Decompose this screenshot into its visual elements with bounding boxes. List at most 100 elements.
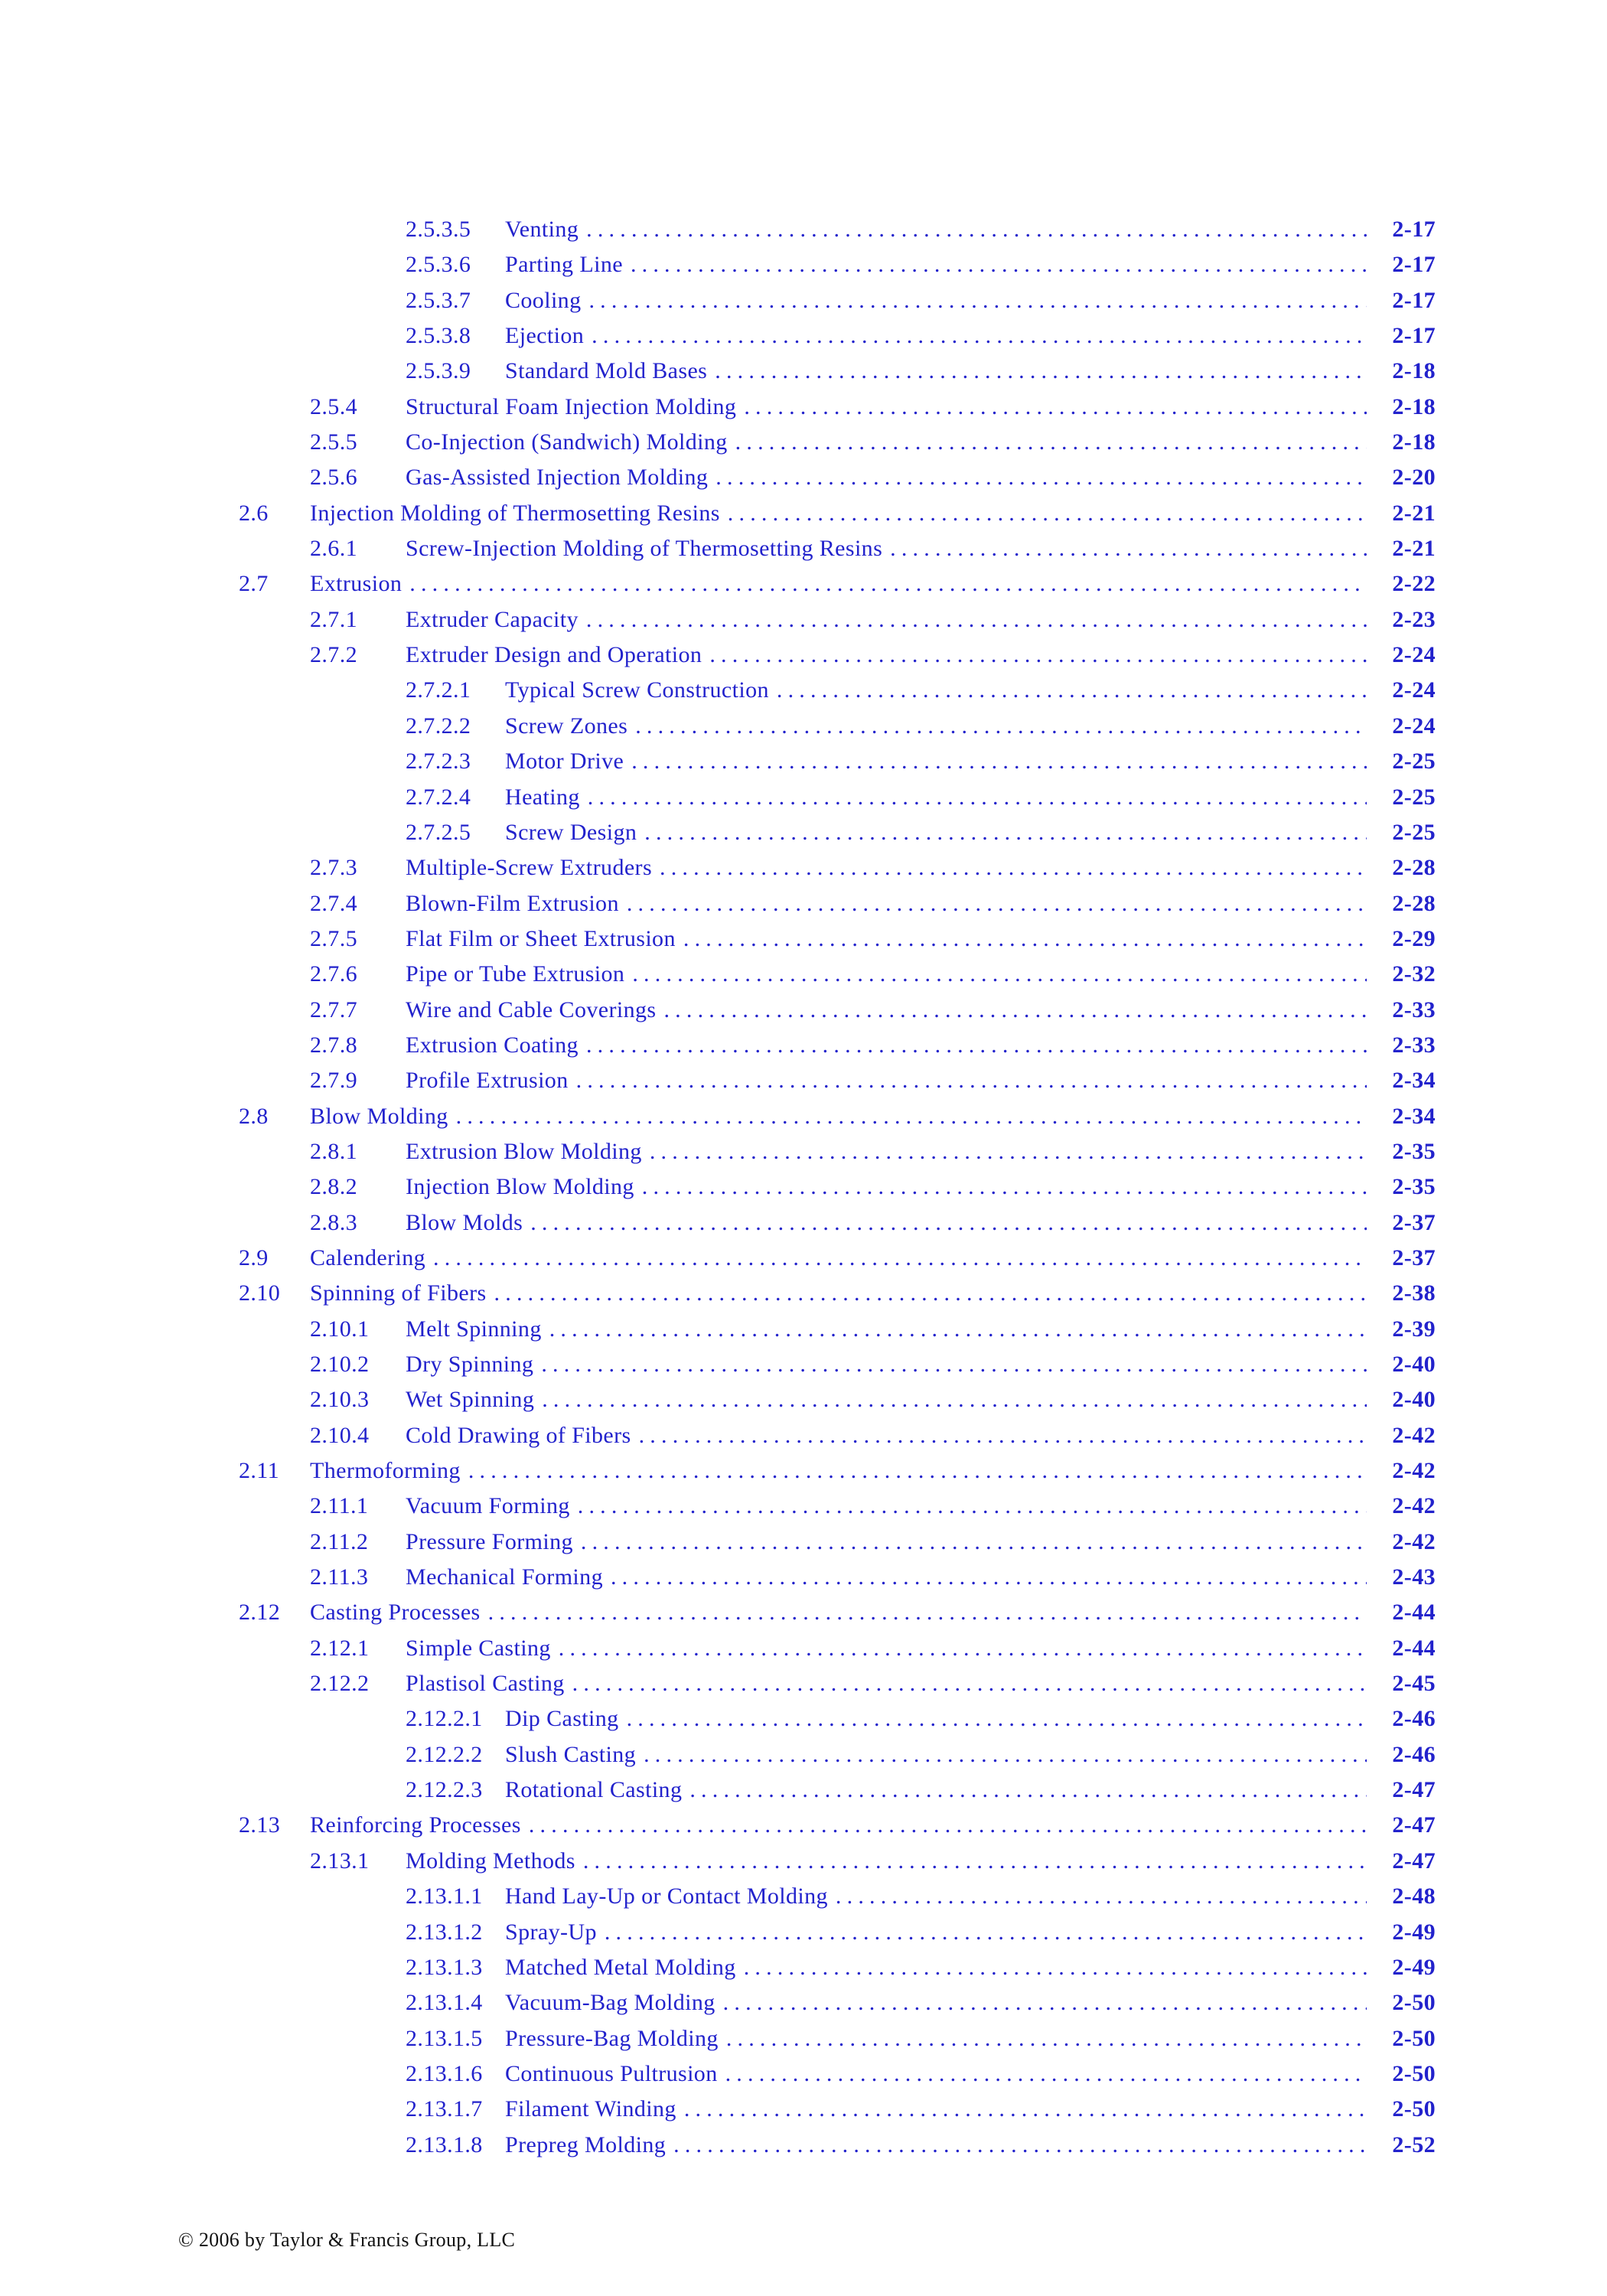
toc-entry-page: 2-46 — [1392, 1741, 1436, 1767]
toc-entry-title: Reinforcing Processes — [310, 1812, 521, 1838]
toc-entry-number: 2.5.3.7 — [406, 287, 471, 313]
toc-entry-number: 2.13.1.3 — [406, 1954, 483, 1980]
dot-leader — [632, 957, 1367, 992]
toc-entry-page: 2-17 — [1392, 217, 1436, 242]
toc-entry[interactable]: 2.7.1 Extruder Capacity 2-23 — [0, 602, 1607, 638]
toc-entry[interactable]: 2.11.2 Pressure Forming 2-42 — [0, 1525, 1607, 1560]
toc-entry-page: 2-43 — [1392, 1564, 1436, 1590]
toc-entry[interactable]: 2.10.3 Wet Spinning 2-40 — [0, 1382, 1607, 1417]
toc-entry[interactable]: 2.5.3.6 Parting Line 2-17 — [0, 247, 1607, 282]
toc-entry-page: 2-20 — [1392, 465, 1436, 491]
toc-entry-title: Plastisol Casting — [406, 1671, 565, 1697]
toc-entry[interactable]: 2.6.1 Screw-Injection Molding of Thermose… — [0, 531, 1607, 566]
toc-entry-page: 2-24 — [1392, 677, 1436, 703]
toc-entry[interactable]: 2.7.2.1 Typical Screw Construction 2-24 — [0, 673, 1607, 708]
dot-leader — [586, 212, 1367, 247]
toc-entry[interactable]: 2.11.1 Vacuum Forming 2-42 — [0, 1489, 1607, 1524]
toc-entry[interactable]: 2.7.2.5 Screw Design 2-25 — [0, 815, 1607, 850]
toc-entry[interactable]: 2.7.6 Pipe or Tube Extrusion 2-32 — [0, 957, 1607, 992]
toc-entry[interactable]: 2.8 Blow Molding 2-34 — [0, 1099, 1607, 1134]
toc-entry[interactable]: 2.5.3.7 Cooling 2-17 — [0, 283, 1607, 318]
toc-entry-page: 2-42 — [1392, 1528, 1436, 1554]
toc-entry-page: 2-24 — [1392, 713, 1436, 739]
toc-entry[interactable]: 2.10 Spinning of Fibers 2-38 — [0, 1276, 1607, 1311]
toc-entry[interactable]: 2.13.1.8 Prepreg Molding 2-52 — [0, 2128, 1607, 2163]
toc-entry-page: 2-18 — [1392, 393, 1436, 419]
toc-entry[interactable]: 2.8.2 Injection Blow Molding 2-35 — [0, 1169, 1607, 1205]
toc-entry-page: 2-42 — [1392, 1458, 1436, 1484]
toc-entry-number: 2.7.4 — [310, 890, 357, 916]
toc-entry[interactable]: 2.10.4 Cold Drawing of Fibers 2-42 — [0, 1418, 1607, 1453]
toc-entry[interactable]: 2.5.3.5 Venting 2-17 — [0, 212, 1607, 247]
toc-entry[interactable]: 2.13 Reinforcing Processes 2-47 — [0, 1808, 1607, 1843]
toc-entry-page: 2-35 — [1392, 1138, 1436, 1164]
toc-entry[interactable]: 2.13.1 Molding Methods 2-47 — [0, 1844, 1607, 1879]
toc-entry-page: 2-50 — [1392, 1990, 1436, 2016]
toc-entry[interactable]: 2.13.1.6 Continuous Pultrusion 2-50 — [0, 2056, 1607, 2092]
toc-entry[interactable]: 2.13.1.5 Pressure-Bag Molding 2-50 — [0, 2021, 1607, 2056]
toc-entry[interactable]: 2.7.4 Blown-Film Extrusion 2-28 — [0, 886, 1607, 921]
toc-entry-number: 2.5.3.9 — [406, 358, 471, 384]
dot-leader — [586, 602, 1367, 638]
toc-entry[interactable]: 2.10.1 Melt Spinning 2-39 — [0, 1312, 1607, 1347]
toc-entry[interactable]: 2.12.2.3 Rotational Casting 2-47 — [0, 1773, 1607, 1808]
toc-entry[interactable]: 2.9 Calendering 2-37 — [0, 1241, 1607, 1276]
toc-entry[interactable]: 2.13.1.7 Filament Winding 2-50 — [0, 2092, 1607, 2127]
toc-entry[interactable]: 2.13.1.4 Vacuum-Bag Molding 2-50 — [0, 1985, 1607, 2020]
toc-entry[interactable]: 2.12.2 Plastisol Casting 2-45 — [0, 1666, 1607, 1701]
toc-entry[interactable]: 2.6 Injection Molding of Thermosetting Re… — [0, 496, 1607, 531]
toc-entry[interactable]: 2.7.2.3 Motor Drive 2-25 — [0, 744, 1607, 779]
toc-entry-page: 2-25 — [1392, 819, 1436, 845]
toc-entry[interactable]: 2.12.1 Simple Casting 2-44 — [0, 1631, 1607, 1666]
toc-entry-title: Co-Injection (Sandwich) Molding — [406, 429, 728, 455]
dot-leader — [559, 1631, 1367, 1666]
toc-entry[interactable]: 2.12.2.2 Slush Casting 2-46 — [0, 1737, 1607, 1773]
toc-entry[interactable]: 2.5.3.9 Standard Mold Bases 2-18 — [0, 354, 1607, 389]
dot-leader — [627, 1701, 1367, 1737]
toc-entry[interactable]: 2.11.3 Mechanical Forming 2-43 — [0, 1560, 1607, 1595]
toc-entry[interactable]: 2.13.1.3 Matched Metal Molding 2-49 — [0, 1950, 1607, 1985]
toc-entry[interactable]: 2.7.9 Profile Extrusion 2-34 — [0, 1063, 1607, 1098]
toc-entry[interactable]: 2.12.2.1 Dip Casting 2-46 — [0, 1701, 1607, 1737]
toc-entry[interactable]: 2.7.5 Flat Film or Sheet Extrusion 2-29 — [0, 921, 1607, 957]
toc-entry-page: 2-37 — [1392, 1209, 1436, 1235]
dot-leader — [683, 921, 1367, 957]
toc-entry[interactable]: 2.13.1.2 Spray-Up 2-49 — [0, 1915, 1607, 1950]
toc-entry-page: 2-37 — [1392, 1244, 1436, 1270]
toc-entry-number: 2.11.3 — [310, 1564, 369, 1590]
toc-entry[interactable]: 2.7.2.4 Heating 2-25 — [0, 780, 1607, 815]
toc-entry[interactable]: 2.8.3 Blow Molds 2-37 — [0, 1205, 1607, 1241]
toc-entry[interactable]: 2.5.3.8 Ejection 2-17 — [0, 318, 1607, 354]
toc-entry[interactable]: 2.7.2.2 Screw Zones 2-24 — [0, 709, 1607, 744]
toc-entry-title: Casting Processes — [310, 1600, 481, 1626]
toc-entry-title: Spinning of Fibers — [310, 1280, 487, 1306]
toc-entry-number: 2.7.8 — [310, 1032, 357, 1058]
toc-entry[interactable]: 2.10.2 Dry Spinning 2-40 — [0, 1347, 1607, 1382]
toc-entry-number: 2.5.3.8 — [406, 323, 471, 349]
toc-entry[interactable]: 2.7 Extrusion 2-22 — [0, 566, 1607, 602]
toc-entry-page: 2-34 — [1392, 1103, 1436, 1129]
toc-entry-number: 2.7.2.1 — [406, 677, 471, 703]
toc-entry-title: Molding Methods — [406, 1848, 575, 1874]
toc-entry-page: 2-47 — [1392, 1777, 1436, 1803]
toc-entry-title: Matched Metal Molding — [505, 1954, 736, 1980]
toc-entry[interactable]: 2.5.4 Structural Foam Injection Molding 2-… — [0, 390, 1607, 425]
toc-entry[interactable]: 2.12 Casting Processes 2-44 — [0, 1595, 1607, 1630]
toc-entry[interactable]: 2.7.7 Wire and Cable Coverings 2-33 — [0, 993, 1607, 1028]
dot-leader — [635, 709, 1367, 744]
toc-entry-number: 2.7.2.4 — [406, 784, 471, 810]
toc-entry[interactable]: 2.7.8 Extrusion Coating 2-33 — [0, 1028, 1607, 1063]
toc-entry-number: 2.10.2 — [310, 1352, 370, 1377]
toc-entry-page: 2-25 — [1392, 748, 1436, 775]
toc-entry[interactable]: 2.11 Thermoforming 2-42 — [0, 1453, 1607, 1489]
toc-entry[interactable]: 2.5.6 Gas-Assisted Injection Molding 2-20 — [0, 460, 1607, 495]
toc-entry[interactable]: 2.7.3 Multiple-Screw Extruders 2-28 — [0, 850, 1607, 885]
dot-leader — [433, 1241, 1367, 1276]
dot-leader — [777, 673, 1367, 708]
toc-entry-title: Slush Casting — [505, 1741, 637, 1767]
toc-entry-number: 2.13.1.2 — [406, 1919, 483, 1945]
toc-entry[interactable]: 2.7.2 Extruder Design and Operation 2-24 — [0, 638, 1607, 673]
toc-entry[interactable]: 2.5.5 Co-Injection (Sandwich) Molding 2-18 — [0, 425, 1607, 460]
toc-entry[interactable]: 2.8.1 Extrusion Blow Molding 2-35 — [0, 1134, 1607, 1169]
toc-entry[interactable]: 2.13.1.1 Hand Lay-Up or Contact Molding 2-… — [0, 1879, 1607, 1914]
